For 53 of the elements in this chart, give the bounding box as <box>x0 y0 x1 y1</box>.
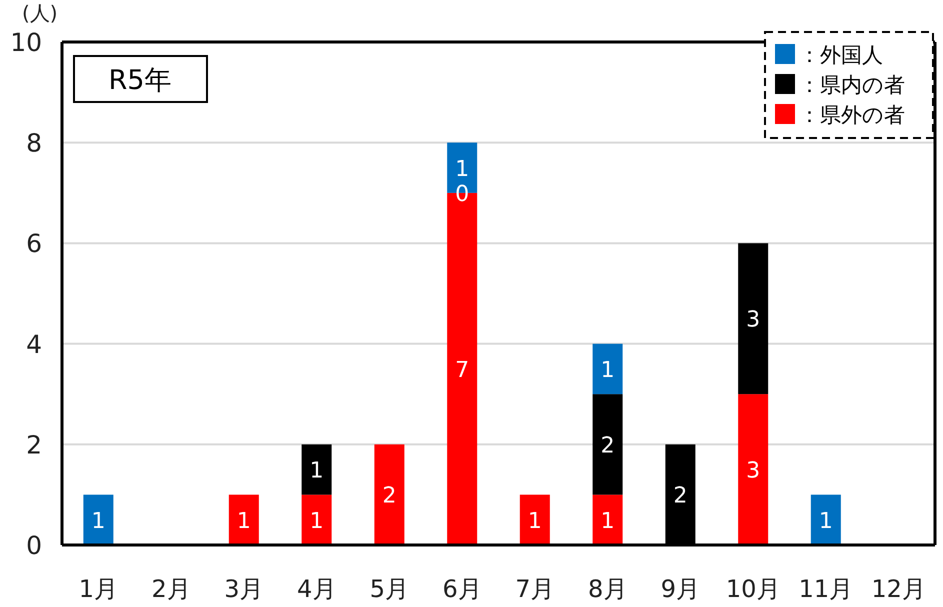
legend-item: ：外国人 <box>775 43 883 67</box>
text: R5年 <box>108 65 172 96</box>
x-tick-label: 10月 <box>726 575 780 603</box>
data-label: 1 <box>91 508 106 534</box>
data-label: 7 <box>455 358 470 383</box>
data-label: 1 <box>818 508 833 534</box>
bar <box>738 243 768 394</box>
legend-item: ：県外の者 <box>775 103 905 127</box>
bar <box>374 444 404 545</box>
data-label: 2 <box>600 433 615 458</box>
y-tick-label: 0 <box>26 531 42 560</box>
data-label: 2 <box>673 484 688 509</box>
y-tick-label: 4 <box>26 330 42 359</box>
data-label: 1 <box>528 508 542 534</box>
bar <box>520 494 550 545</box>
data-label: 1 <box>236 508 251 534</box>
y-tick-label: 6 <box>26 229 42 258</box>
x-tick-label: 9月 <box>660 575 700 603</box>
x-tick-label: 8月 <box>588 575 628 603</box>
x-tick-label: 2月 <box>151 575 191 603</box>
legend-label: ：県外の者 <box>799 103 905 127</box>
bar <box>592 344 623 394</box>
x-tick-label: 1月 <box>78 575 118 603</box>
bar <box>302 444 332 495</box>
data-label: 1 <box>600 358 615 383</box>
data-label: 1 <box>310 508 324 534</box>
x-tick-label: 4月 <box>296 575 336 603</box>
x-tick-label: 6月 <box>442 575 482 603</box>
data-label: 1 <box>600 508 615 534</box>
legend-label: ：県内の者 <box>799 73 905 97</box>
data-label: 2 <box>382 484 396 509</box>
bar <box>302 494 332 545</box>
x-tick-label: 3月 <box>224 575 264 603</box>
y-tick-label: 2 <box>26 430 42 460</box>
bar <box>810 494 841 545</box>
y-tick-label: 10 <box>10 28 42 57</box>
y-tick-label: 8 <box>26 128 42 158</box>
bar <box>592 394 623 495</box>
data-label: 1 <box>455 156 470 182</box>
y-axis-title: (人) <box>22 1 58 25</box>
x-tick-label: 7月 <box>515 575 555 603</box>
legend-item: ：県内の者 <box>775 73 905 97</box>
bar <box>592 494 623 545</box>
x-tick-label: 11月 <box>798 575 854 603</box>
data-label: 1 <box>310 458 324 484</box>
bar <box>83 494 114 545</box>
bar <box>738 394 768 545</box>
x-tick-label: 5月 <box>370 575 410 603</box>
x-tick-label: 12月 <box>871 575 926 603</box>
data-label: 3 <box>746 308 760 333</box>
data-label: 3 <box>746 458 760 484</box>
legend-label: ：外国人 <box>799 43 883 67</box>
bar <box>228 494 259 545</box>
